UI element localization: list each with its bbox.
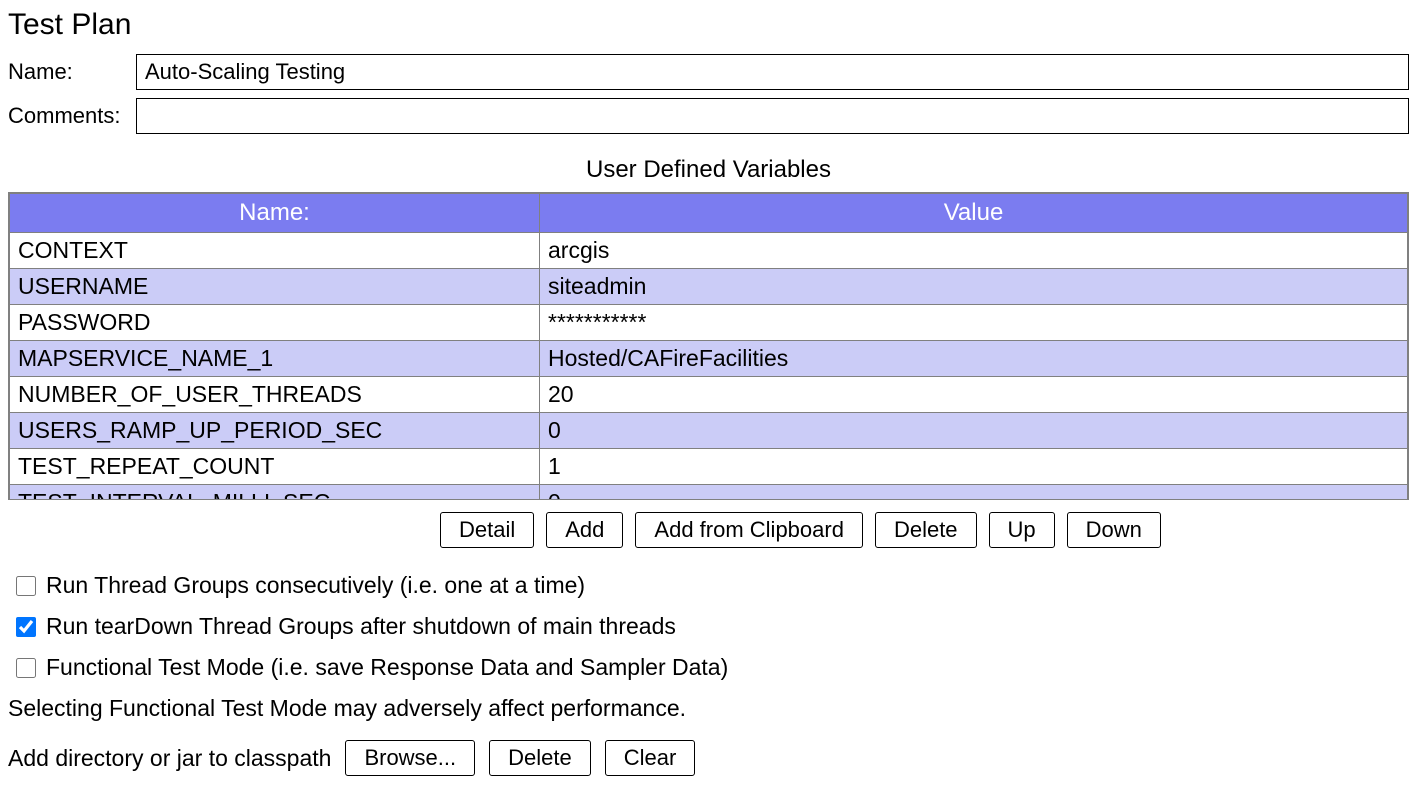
name-label: Name: [8, 59, 136, 85]
add-from-clipboard-button[interactable]: Add from Clipboard [635, 512, 863, 548]
classpath-row: Add directory or jar to classpath Browse… [8, 740, 1409, 776]
variable-value-cell[interactable]: 20 [540, 377, 1408, 413]
functional-mode-label[interactable]: Functional Test Mode (i.e. save Response… [46, 654, 728, 681]
table-row[interactable]: USERNAMEsiteadmin [10, 269, 1408, 305]
table-row[interactable]: USERS_RAMP_UP_PERIOD_SEC0 [10, 413, 1408, 449]
checkbox-row-teardown: Run tearDown Thread Groups after shutdow… [8, 613, 1409, 640]
detail-button[interactable]: Detail [440, 512, 534, 548]
functional-mode-note: Selecting Functional Test Mode may adver… [8, 695, 1409, 722]
name-row: Name: [8, 54, 1409, 90]
checkbox-row-functional: Functional Test Mode (i.e. save Response… [8, 654, 1409, 681]
add-button[interactable]: Add [546, 512, 623, 548]
variable-name-cell[interactable]: NUMBER_OF_USER_THREADS [10, 377, 540, 413]
table-row[interactable]: CONTEXTarcgis [10, 233, 1408, 269]
table-row[interactable]: TEST_INTERVAL_MILLI_SEC0 [10, 485, 1408, 501]
checkbox-row-consecutive: Run Thread Groups consecutively (i.e. on… [8, 572, 1409, 599]
delete-button[interactable]: Delete [875, 512, 977, 548]
classpath-delete-button[interactable]: Delete [489, 740, 591, 776]
run-consecutive-checkbox[interactable] [16, 576, 36, 596]
classpath-label: Add directory or jar to classpath [8, 745, 331, 772]
up-button[interactable]: Up [989, 512, 1055, 548]
run-teardown-label[interactable]: Run tearDown Thread Groups after shutdow… [46, 613, 676, 640]
variable-name-cell[interactable]: USERNAME [10, 269, 540, 305]
name-input[interactable] [136, 54, 1409, 90]
comments-row: Comments: [8, 98, 1409, 134]
variable-name-cell[interactable]: MAPSERVICE_NAME_1 [10, 341, 540, 377]
variable-value-cell[interactable]: Hosted/CAFireFacilities [540, 341, 1408, 377]
table-row[interactable]: TEST_REPEAT_COUNT1 [10, 449, 1408, 485]
variable-value-cell[interactable]: siteadmin [540, 269, 1408, 305]
variables-button-row: Detail Add Add from Clipboard Delete Up … [8, 512, 1409, 548]
browse-button[interactable]: Browse... [345, 740, 475, 776]
variable-name-cell[interactable]: CONTEXT [10, 233, 540, 269]
variables-table-wrapper: Name: Value CONTEXTarcgisUSERNAMEsiteadm… [8, 192, 1409, 500]
page-title: Test Plan [8, 8, 1409, 42]
variables-section-title: User Defined Variables [8, 156, 1409, 184]
column-header-name[interactable]: Name: [10, 194, 540, 233]
variable-name-cell[interactable]: PASSWORD [10, 305, 540, 341]
variable-value-cell[interactable]: 1 [540, 449, 1408, 485]
variables-table: Name: Value CONTEXTarcgisUSERNAMEsiteadm… [9, 193, 1408, 500]
variable-name-cell[interactable]: TEST_REPEAT_COUNT [10, 449, 540, 485]
run-consecutive-label[interactable]: Run Thread Groups consecutively (i.e. on… [46, 572, 585, 599]
variable-name-cell[interactable]: USERS_RAMP_UP_PERIOD_SEC [10, 413, 540, 449]
variable-name-cell[interactable]: TEST_INTERVAL_MILLI_SEC [10, 485, 540, 501]
comments-label: Comments: [8, 103, 136, 129]
run-teardown-checkbox[interactable] [16, 617, 36, 637]
checkbox-group: Run Thread Groups consecutively (i.e. on… [8, 572, 1409, 681]
variable-value-cell[interactable]: arcgis [540, 233, 1408, 269]
column-header-value[interactable]: Value [540, 194, 1408, 233]
table-row[interactable]: PASSWORD*********** [10, 305, 1408, 341]
variable-value-cell[interactable]: *********** [540, 305, 1408, 341]
variable-value-cell[interactable]: 0 [540, 413, 1408, 449]
clear-button[interactable]: Clear [605, 740, 696, 776]
down-button[interactable]: Down [1067, 512, 1161, 548]
table-row[interactable]: NUMBER_OF_USER_THREADS20 [10, 377, 1408, 413]
table-row[interactable]: MAPSERVICE_NAME_1Hosted/CAFireFacilities [10, 341, 1408, 377]
variable-value-cell[interactable]: 0 [540, 485, 1408, 501]
functional-mode-checkbox[interactable] [16, 658, 36, 678]
comments-input[interactable] [136, 98, 1409, 134]
